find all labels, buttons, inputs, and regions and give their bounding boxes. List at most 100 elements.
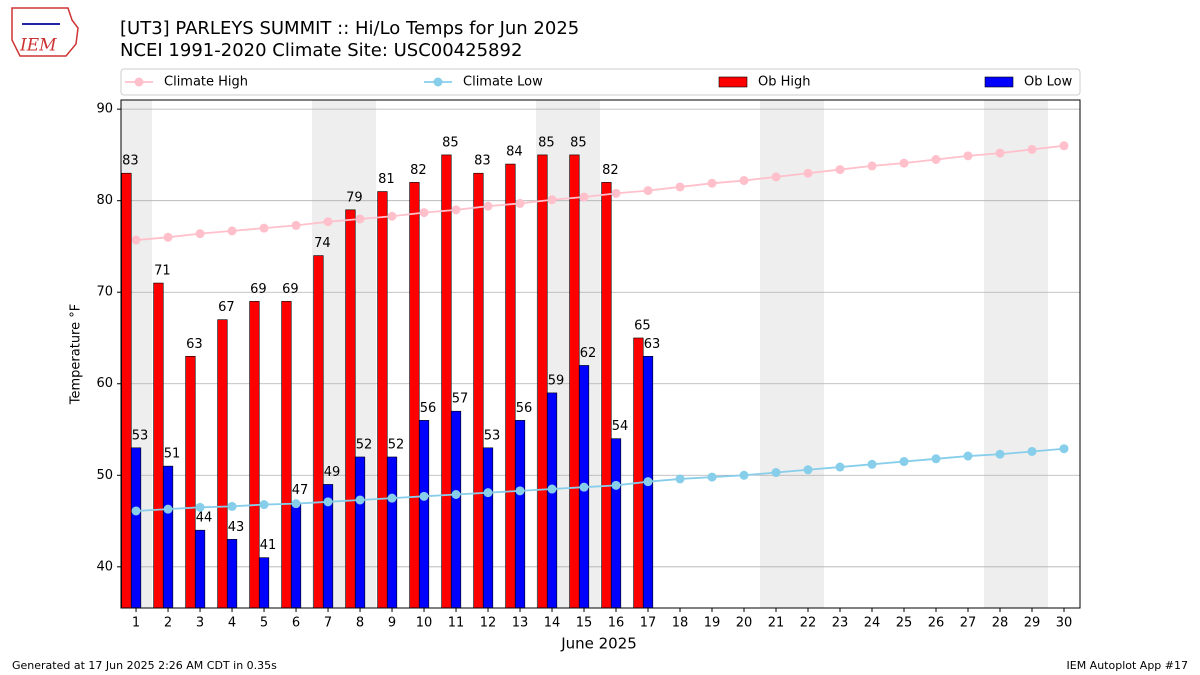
bar <box>194 529 206 609</box>
y-tick-label: 80 <box>96 193 113 208</box>
point <box>355 214 365 224</box>
point <box>387 211 397 221</box>
point <box>835 165 845 175</box>
point <box>803 168 813 178</box>
x-tick-label: 1 <box>132 616 140 631</box>
bar <box>121 172 132 609</box>
x-axis-label: June 2025 <box>560 635 637 653</box>
bar <box>354 456 366 609</box>
point <box>163 232 173 242</box>
point <box>579 192 589 202</box>
point <box>1059 444 1069 454</box>
point <box>995 449 1005 459</box>
x-tick-label: 17 <box>640 616 657 631</box>
x-tick-label: 30 <box>1056 616 1073 631</box>
y-tick-label: 40 <box>96 559 113 574</box>
data-label: 49 <box>324 465 341 480</box>
bar <box>546 392 558 609</box>
x-tick-label: 28 <box>992 616 1009 631</box>
bar <box>514 420 526 609</box>
data-label: 85 <box>442 135 459 150</box>
data-label: 83 <box>474 154 491 169</box>
legend-label: Ob High <box>758 75 811 90</box>
x-tick-label: 8 <box>356 616 364 631</box>
bar <box>217 319 228 609</box>
point <box>643 186 653 196</box>
x-tick-label: 19 <box>704 616 721 631</box>
point <box>451 490 461 500</box>
data-label: 82 <box>410 163 427 178</box>
bar <box>633 337 644 609</box>
point <box>259 500 269 510</box>
bar <box>418 420 430 609</box>
bar <box>386 456 398 609</box>
data-label: 65 <box>634 318 651 333</box>
bar <box>130 447 142 609</box>
point <box>931 154 941 164</box>
data-label: 54 <box>612 419 629 434</box>
x-tick-label: 5 <box>260 616 268 631</box>
data-label: 85 <box>538 135 555 150</box>
bar <box>281 301 292 609</box>
logo-text: IEM <box>19 36 57 56</box>
x-tick-label: 4 <box>228 616 236 631</box>
x-tick-label: 6 <box>292 616 300 631</box>
point <box>963 151 973 161</box>
point <box>323 217 333 227</box>
x-tick-label: 21 <box>768 616 785 631</box>
point <box>611 188 621 198</box>
legend-swatch <box>984 76 1014 88</box>
point <box>867 161 877 171</box>
footer-right: IEM Autoplot App #17 <box>1067 659 1189 672</box>
data-label: 56 <box>420 401 437 416</box>
data-label: 81 <box>378 172 395 187</box>
point <box>483 201 493 211</box>
weekend-shade <box>984 100 1017 608</box>
data-label: 67 <box>218 300 235 315</box>
point <box>195 229 205 239</box>
point <box>419 491 429 501</box>
bar <box>345 209 356 609</box>
bar <box>537 154 548 609</box>
point <box>739 470 749 480</box>
point <box>131 506 141 516</box>
point <box>131 235 141 245</box>
data-label: 56 <box>516 401 533 416</box>
y-tick-label: 60 <box>96 376 113 391</box>
data-label: 57 <box>452 392 469 407</box>
data-label: 84 <box>506 145 523 160</box>
x-tick-label: 22 <box>800 616 817 631</box>
x-tick-label: 25 <box>896 616 913 631</box>
data-label: 47 <box>292 483 309 498</box>
x-tick-label: 3 <box>196 616 204 631</box>
legend-box <box>120 68 1081 96</box>
data-label: 82 <box>602 163 619 178</box>
point <box>707 178 717 188</box>
data-label: 63 <box>186 337 203 352</box>
x-tick-label: 10 <box>416 616 433 631</box>
bar <box>505 163 516 609</box>
point <box>1059 141 1069 151</box>
point <box>675 474 685 484</box>
x-tick-label: 23 <box>832 616 849 631</box>
x-tick-label: 29 <box>1024 616 1041 631</box>
data-label: 79 <box>346 190 363 205</box>
y-tick-label: 50 <box>96 468 113 483</box>
point <box>547 195 557 205</box>
point <box>547 484 557 494</box>
weekend-shade <box>792 100 825 608</box>
point <box>259 223 269 233</box>
bar <box>569 154 580 609</box>
bar <box>290 502 302 609</box>
point <box>707 472 717 482</box>
point <box>963 451 973 461</box>
data-label: 43 <box>228 520 245 535</box>
y-tick-label: 70 <box>96 285 113 300</box>
point <box>195 502 205 512</box>
point <box>483 488 493 498</box>
bar <box>185 355 196 609</box>
x-tick-label: 26 <box>928 616 945 631</box>
data-label: 69 <box>250 282 267 297</box>
line <box>135 447 1065 512</box>
